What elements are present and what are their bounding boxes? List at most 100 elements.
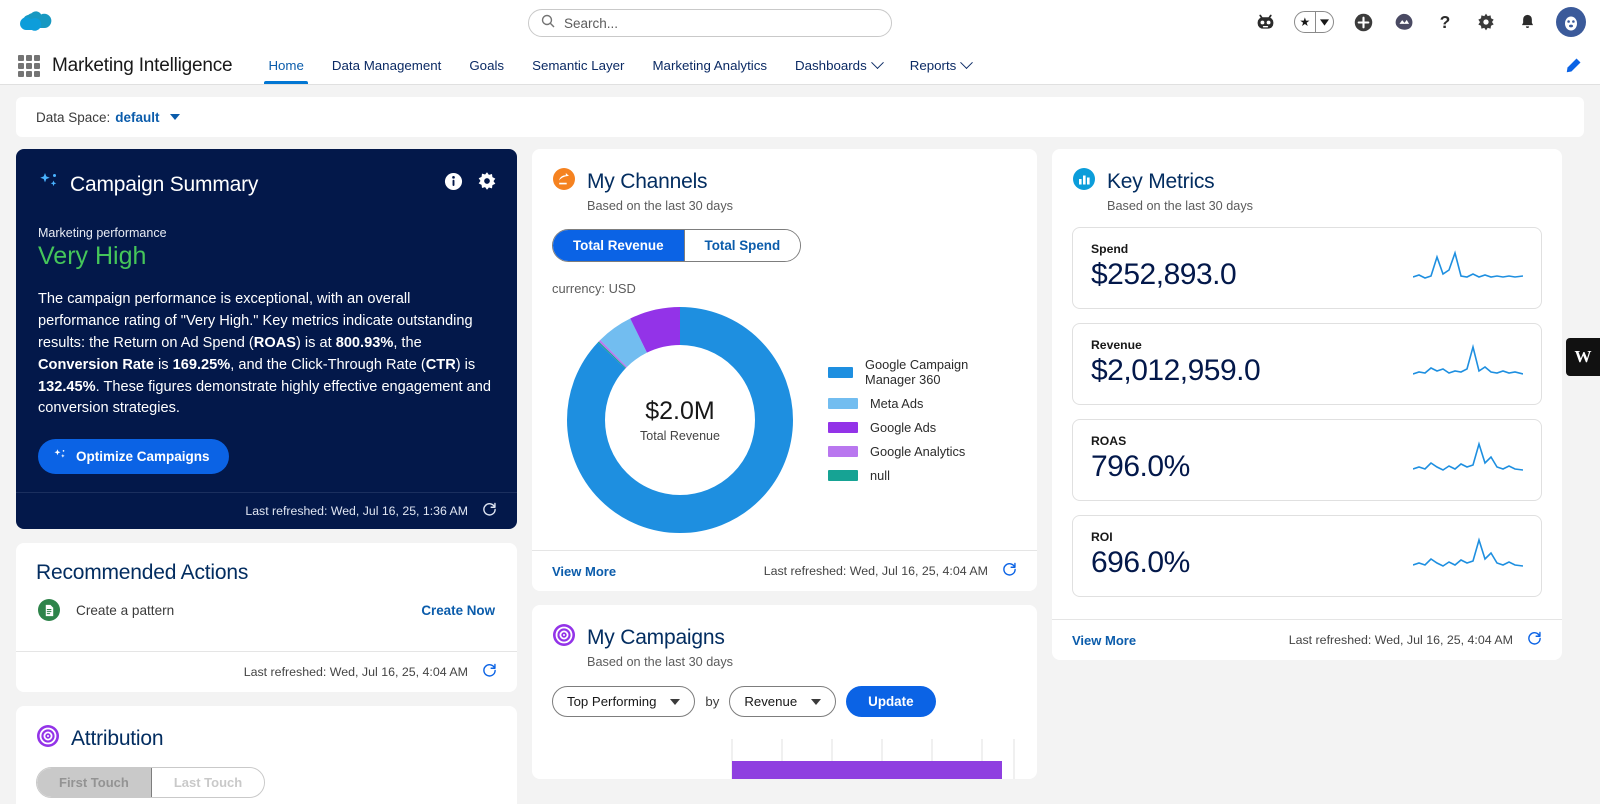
tab-reports[interactable]: Reports: [896, 47, 986, 84]
chevron-down-icon[interactable]: [870, 56, 884, 70]
global-search[interactable]: Search...: [528, 9, 892, 37]
column-right: Key Metrics Based on the last 30 days Sp…: [1052, 149, 1562, 660]
key-metric-roas[interactable]: ROAS 796.0%: [1072, 419, 1542, 501]
my-channels-body: My Channels Based on the last 30 days To…: [532, 149, 1037, 536]
summary-text-3: , the: [393, 334, 422, 351]
key-metrics-list: Spend $252,893.0 Revenue $2,012,959.0: [1052, 227, 1562, 603]
favorites-dropdown-icon[interactable]: [1316, 18, 1333, 26]
campaign-metric-value: Revenue: [744, 694, 798, 709]
tab-marketing-analytics[interactable]: Marketing Analytics: [638, 47, 781, 84]
refresh-icon[interactable]: [482, 663, 497, 681]
tab-dashboards[interactable]: Dashboards: [781, 47, 896, 84]
my-channels-refresh-group: Last refreshed: Wed, Jul 16, 25, 4:04 AM: [764, 562, 1017, 580]
key-metric-text-revenue: Revenue $2,012,959.0: [1091, 338, 1261, 388]
refresh-icon[interactable]: [1527, 631, 1542, 649]
column-left: Campaign Summary Marketing performance V…: [16, 149, 517, 804]
chevron-down-icon[interactable]: [811, 698, 822, 705]
toggle-total-spend[interactable]: Total Spend: [683, 230, 801, 261]
campaign-summary-body: The campaign performance is exceptional,…: [38, 289, 495, 420]
salesforce-cloud-logo[interactable]: [18, 8, 52, 34]
data-space-bar[interactable]: Data Space: default: [16, 97, 1584, 137]
key-metrics-subtitle: Based on the last 30 days: [1107, 199, 1254, 213]
roi-sparkline: [1413, 537, 1523, 567]
optimize-campaigns-button[interactable]: Optimize Campaigns: [38, 439, 229, 475]
attribution-toggle[interactable]: First Touch Last Touch: [36, 767, 266, 799]
summary-text-2: ) is at: [295, 334, 336, 351]
campaign-filter-select[interactable]: Top Performing: [552, 686, 696, 717]
edit-pencil-icon[interactable]: [1565, 57, 1582, 79]
key-metrics-last-refreshed: Last refreshed: Wed, Jul 16, 25, 4:04 AM: [1288, 633, 1513, 647]
my-campaigns-title: My Campaigns: [587, 625, 725, 649]
update-button[interactable]: Update: [846, 686, 936, 717]
summary-text-6: ) is: [455, 356, 476, 373]
revenue-sparkline: [1413, 343, 1523, 375]
conversion-rate-value: 169.25%: [172, 356, 231, 373]
target-icon: [552, 623, 576, 652]
campaign-metric-select[interactable]: Revenue: [729, 686, 837, 717]
add-icon[interactable]: [1351, 10, 1375, 34]
my-channels-view-more[interactable]: View More: [552, 563, 617, 579]
legend-item[interactable]: Google Analytics: [828, 444, 1017, 459]
side-tab-label: W: [1574, 347, 1592, 366]
app-launcher-icon[interactable]: [18, 55, 40, 77]
legend-label: null: [870, 468, 890, 483]
recommended-action-row[interactable]: Create a pattern Create Now: [36, 585, 497, 637]
key-metric-revenue[interactable]: Revenue $2,012,959.0: [1072, 323, 1542, 405]
channels-donut-chart: $2.0M Total Revenue Google Campaign Mana…: [552, 304, 1017, 536]
gear-icon[interactable]: [477, 171, 497, 196]
chevron-down-icon[interactable]: [169, 114, 180, 120]
chevron-down-icon[interactable]: [670, 698, 681, 705]
legend-item[interactable]: Meta Ads: [828, 396, 1017, 411]
search-placeholder: Search...: [564, 15, 619, 31]
tab-goals[interactable]: Goals: [455, 47, 518, 84]
chevron-down-icon[interactable]: [960, 56, 974, 70]
user-avatar[interactable]: [1556, 7, 1586, 37]
astro-bot-icon[interactable]: [1253, 10, 1277, 34]
data-space-label: Data Space:: [36, 109, 111, 125]
my-channels-metric-toggle[interactable]: Total Revenue Total Spend: [552, 229, 802, 262]
tab-data-management[interactable]: Data Management: [318, 47, 455, 84]
key-metrics-footer: View More Last refreshed: Wed, Jul 16, 2…: [1052, 619, 1562, 660]
key-metric-roi[interactable]: ROI 696.0%: [1072, 515, 1542, 597]
info-icon[interactable]: [444, 172, 463, 196]
attribution-first-touch[interactable]: First Touch: [37, 768, 151, 798]
attribution-last-touch[interactable]: Last Touch: [150, 768, 265, 798]
my-campaigns-body: My Campaigns Based on the last 30 days T…: [532, 605, 1037, 779]
donut-legend: Google Campaign Manager 360 Meta Ads Goo…: [828, 357, 1017, 483]
refresh-icon[interactable]: [482, 502, 497, 520]
setup-gear-icon[interactable]: [1474, 10, 1498, 34]
einstein-icon[interactable]: [1392, 10, 1416, 34]
key-metric-spend[interactable]: Spend $252,893.0: [1072, 227, 1542, 309]
attribution-header: Attribution: [36, 724, 497, 753]
legend-item[interactable]: Google Campaign Manager 360: [828, 357, 1017, 387]
legend-item[interactable]: null: [828, 468, 1017, 483]
donut-center-label: Total Revenue: [640, 429, 720, 443]
key-metric-text-spend: Spend $252,893.0: [1091, 242, 1237, 292]
my-channels-footer: View More Last refreshed: Wed, Jul 16, 2…: [532, 550, 1037, 591]
help-icon[interactable]: ?: [1433, 10, 1457, 34]
favorites-star-icon[interactable]: ★: [1299, 15, 1311, 29]
recommended-actions-body: Recommended Actions Create a pattern Cre…: [16, 543, 517, 637]
search-input[interactable]: Search...: [528, 9, 892, 37]
marketing-performance-label: Marketing performance: [38, 226, 167, 240]
campaign-summary-card: Campaign Summary Marketing performance V…: [16, 149, 517, 530]
favorites-control[interactable]: ★: [1294, 11, 1334, 33]
key-metrics-header: Key Metrics: [1072, 167, 1542, 196]
key-metrics-view-more[interactable]: View More: [1072, 632, 1137, 648]
recommended-actions-card: Recommended Actions Create a pattern Cre…: [16, 543, 517, 693]
w-logo-icon[interactable]: W: [1566, 338, 1600, 376]
tab-semantic-layer[interactable]: Semantic Layer: [518, 47, 638, 84]
notifications-bell-icon[interactable]: [1515, 10, 1539, 34]
recommended-actions-last-refreshed: Last refreshed: Wed, Jul 16, 25, 4:04 AM: [243, 665, 468, 680]
toggle-total-revenue[interactable]: Total Revenue: [553, 230, 684, 261]
campaign-filter-value: Top Performing: [567, 694, 657, 709]
legend-item[interactable]: Google Ads: [828, 420, 1017, 435]
tab-home[interactable]: Home: [254, 47, 317, 84]
legend-swatch: [828, 398, 858, 409]
refresh-icon[interactable]: [1002, 562, 1017, 580]
donut-graphic[interactable]: $2.0M Total Revenue: [564, 304, 796, 536]
data-space-value[interactable]: default: [115, 109, 160, 125]
tab-goals-label: Goals: [469, 58, 505, 73]
create-now-link[interactable]: Create Now: [421, 602, 495, 618]
my-campaigns-bar-chart[interactable]: [552, 739, 1017, 779]
